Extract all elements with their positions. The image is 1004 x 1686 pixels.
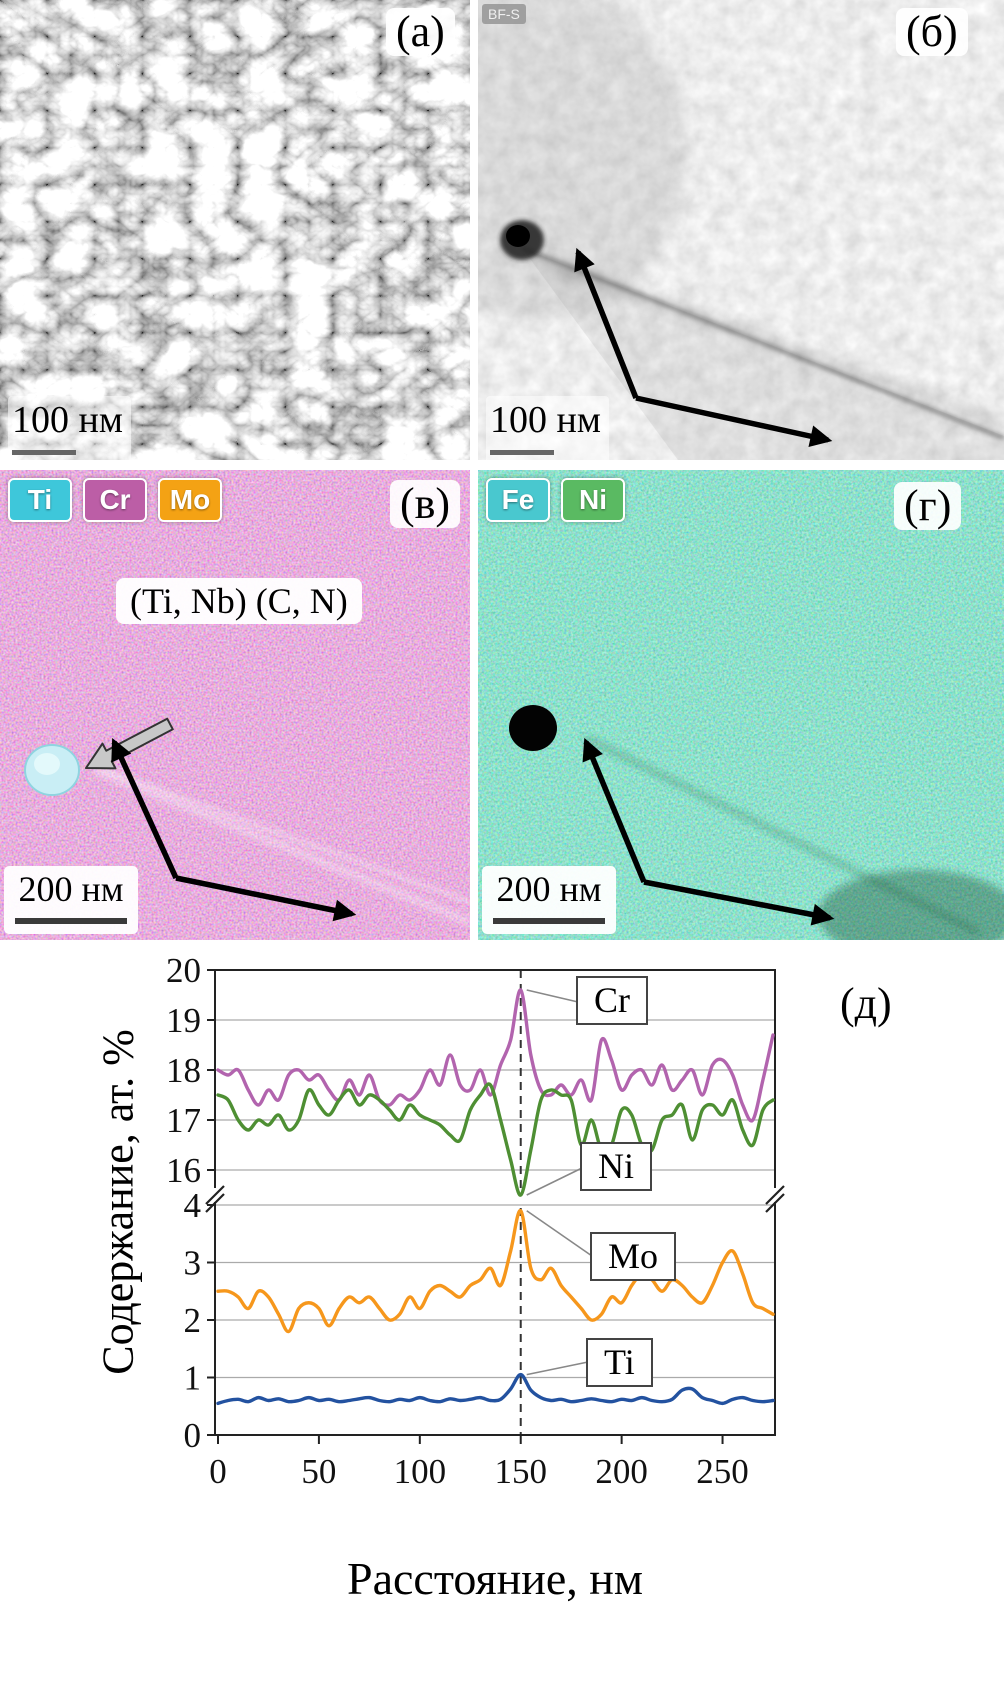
series-label-cr: Cr bbox=[576, 976, 648, 1025]
tem-image-a bbox=[0, 0, 470, 460]
panel-d-concentration-chart: 20 19 18 17 16 4 3 2 1 0 0 50 100 150 200 250 (д) Содер… bbox=[0, 940, 1004, 1686]
eds-speckle-texture bbox=[478, 470, 1004, 940]
svg-text:0: 0 bbox=[209, 1452, 227, 1491]
series-label-mo: Mo bbox=[590, 1232, 677, 1281]
particle-hole bbox=[509, 705, 557, 751]
chip-cr: Cr bbox=[83, 478, 147, 522]
svg-text:250: 250 bbox=[696, 1452, 749, 1491]
panel-label-d: (д) bbox=[840, 979, 892, 1028]
svg-text:19: 19 bbox=[166, 1001, 201, 1040]
svg-text:50: 50 bbox=[301, 1452, 336, 1491]
panel-label-a: (а) bbox=[386, 7, 455, 57]
dislocation-texture bbox=[0, 0, 470, 460]
scalebar-a-line bbox=[12, 450, 76, 455]
scalebar-g: 200 нм bbox=[482, 866, 616, 934]
svg-text:0: 0 bbox=[184, 1416, 202, 1455]
svg-text:150: 150 bbox=[494, 1452, 547, 1491]
x-axis-title: Расстояние, нм bbox=[347, 1553, 643, 1604]
ti-rich-particle-highlight bbox=[34, 753, 60, 775]
dark-corner-region bbox=[818, 870, 1004, 940]
svg-text:3: 3 bbox=[184, 1244, 202, 1283]
svg-text:18: 18 bbox=[166, 1051, 201, 1090]
chip-fe: Fe bbox=[486, 478, 550, 522]
svg-text:16: 16 bbox=[166, 1151, 201, 1190]
detector-tag-bfs: BF-S bbox=[482, 4, 526, 24]
scalebar-b-line bbox=[490, 450, 554, 455]
y-axis-title: Содержание, ат. % bbox=[93, 1029, 143, 1375]
svg-text:2: 2 bbox=[184, 1301, 202, 1340]
eds-map-v bbox=[0, 470, 470, 940]
boundary-arrows bbox=[574, 247, 833, 447]
svg-text:200: 200 bbox=[595, 1452, 648, 1491]
svg-text:17: 17 bbox=[166, 1101, 201, 1140]
panel-v-eds-map-ti-cr-mo: Ti Cr Mo (Ti, Nb) (C, N) (в) 200 нм bbox=[0, 470, 470, 940]
grain-boundary-band bbox=[546, 256, 1004, 432]
svg-text:100: 100 bbox=[394, 1452, 447, 1491]
element-chips-g: Fe Ni bbox=[486, 478, 632, 522]
series-label-ti: Ti bbox=[586, 1338, 653, 1387]
panel-label-b: (б) bbox=[896, 7, 968, 57]
precipitate-particle-core bbox=[506, 225, 530, 247]
panel-b-tem-micrograph: BF-S (б) 100 нм bbox=[478, 0, 1004, 460]
panel-label-v: (в) bbox=[390, 479, 461, 529]
series-label-ni: Ni bbox=[580, 1142, 652, 1191]
panel-g-eds-map-fe-ni: Fe Ni (г) 200 нм bbox=[478, 470, 1004, 940]
boundary-streak bbox=[89, 763, 470, 904]
scalebar-g-text: 200 нм bbox=[496, 869, 602, 909]
panel-a-tem-micrograph: (а) 100 нм bbox=[0, 0, 470, 460]
boundary-arrows bbox=[111, 737, 357, 922]
element-chips-v: Ti Cr Mo bbox=[8, 478, 229, 522]
scalebar-v-text: 200 нм bbox=[18, 869, 124, 909]
scalebar-g-line bbox=[493, 918, 605, 924]
chip-ti: Ti bbox=[8, 478, 72, 522]
scalebar-a: 100 нм bbox=[8, 396, 131, 460]
boundary-arrows bbox=[582, 737, 835, 926]
svg-text:20: 20 bbox=[166, 951, 201, 990]
chip-mo: Mo bbox=[158, 478, 222, 522]
svg-text:4: 4 bbox=[184, 1186, 202, 1225]
eds-map-g bbox=[478, 470, 1004, 940]
scalebar-b-text: 100 нм bbox=[490, 399, 601, 441]
svg-text:1: 1 bbox=[184, 1359, 202, 1398]
precipitate-annotation: (Ti, Nb) (C, N) bbox=[116, 578, 362, 624]
scalebar-v-line bbox=[15, 918, 127, 924]
eds-speckle-texture bbox=[0, 470, 470, 940]
chip-ni: Ni bbox=[561, 478, 625, 522]
scalebar-a-text: 100 нм bbox=[12, 399, 123, 441]
scalebar-v: 200 нм bbox=[4, 866, 138, 934]
tem-image-b bbox=[478, 0, 1004, 460]
scalebar-b: 100 нм bbox=[486, 396, 609, 460]
boundary-streak-wide bbox=[93, 765, 470, 927]
panel-label-g: (г) bbox=[894, 481, 962, 531]
